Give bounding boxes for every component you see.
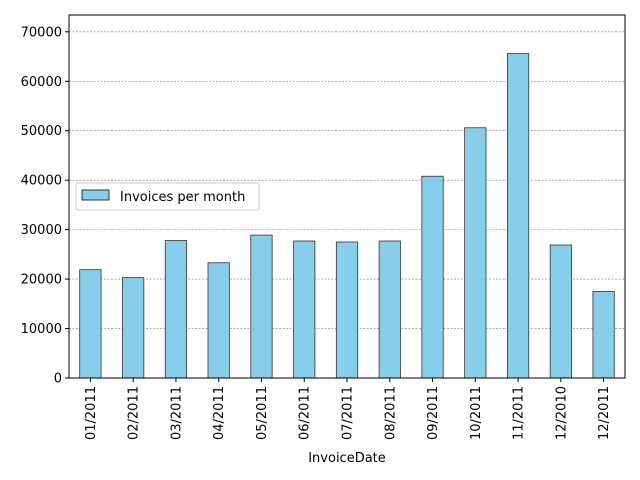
- x-tick-label: 08/2011: [383, 386, 398, 440]
- x-tick-label: 11/2011: [512, 386, 527, 440]
- bar: [592, 291, 615, 379]
- y-tick-label: 50000: [21, 124, 62, 139]
- y-tick-label: 20000: [21, 273, 62, 288]
- bar: [335, 241, 359, 379]
- x-tick-label: 03/2011: [169, 386, 184, 440]
- y-tick-label: 70000: [21, 25, 62, 40]
- bar: [549, 244, 572, 379]
- x-axis-title: InvoiceDate: [308, 451, 386, 466]
- x-tick-label: 01/2011: [84, 386, 99, 440]
- y-axis: 0 10000 20000 30000 40000 50000 60000 70000: [21, 25, 69, 387]
- x-tick-label: 06/2011: [298, 386, 313, 440]
- bar: [207, 262, 230, 379]
- x-axis: 01/2011 02/2011 03/2011 04/2011 05/2011 06/20…: [84, 378, 612, 440]
- bar: [79, 269, 102, 379]
- legend-box: [75, 182, 260, 211]
- bar: [506, 53, 530, 379]
- legend-swatch: [81, 189, 110, 201]
- y-tick-label: 0: [54, 372, 62, 387]
- bar: [464, 127, 487, 379]
- legend: Invoices per month: [75, 182, 260, 211]
- bar: [164, 240, 188, 379]
- y-tick-label: 10000: [21, 322, 62, 337]
- legend-label: Invoices per month: [120, 190, 245, 205]
- x-tick-label: 10/2011: [469, 386, 484, 440]
- x-tick-label: 07/2011: [341, 386, 356, 440]
- bar: [378, 240, 401, 379]
- bar: [122, 277, 145, 379]
- x-tick-label: 05/2011: [255, 386, 270, 440]
- bar: [293, 240, 316, 379]
- x-tick-label: 12/2011: [597, 386, 612, 440]
- x-tick-label: 04/2011: [212, 386, 227, 440]
- y-tick-label: 30000: [21, 223, 62, 238]
- y-tick-label: 60000: [21, 75, 62, 90]
- bar: [421, 175, 444, 379]
- bar: [250, 234, 273, 379]
- x-tick-label: 12/2010: [554, 386, 569, 440]
- x-tick-label: 02/2011: [127, 386, 142, 440]
- x-tick-label: 09/2011: [426, 386, 441, 440]
- y-tick-label: 40000: [21, 174, 62, 189]
- bars: [79, 53, 615, 379]
